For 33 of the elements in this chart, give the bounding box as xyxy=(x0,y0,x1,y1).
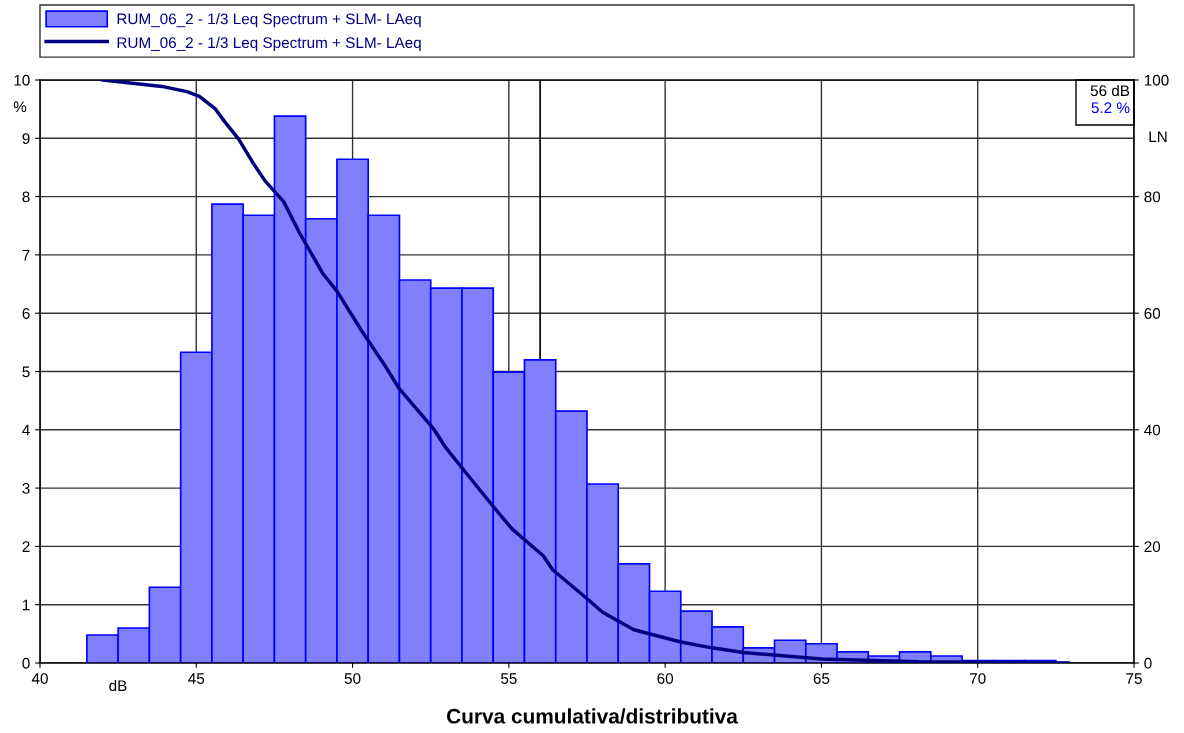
y2-tick-label: 80 xyxy=(1144,191,1161,203)
y-tick-label: 5 xyxy=(22,366,30,378)
y-tick-label: 1 xyxy=(22,599,30,611)
x-tick-label: 60 xyxy=(657,673,674,684)
x-tick-label: 55 xyxy=(500,673,517,684)
annotation: 56 dB xyxy=(1090,84,1130,97)
x-tick-label: 70 xyxy=(970,673,986,684)
y-tick-label: 4 xyxy=(22,424,30,436)
legend-label: RUM_06_2 - 1/3 Leq Spectrum + SLM- LAeq xyxy=(117,13,421,28)
y-tick-label: 0 xyxy=(22,657,30,669)
annotation: 5.2 % xyxy=(1091,102,1130,114)
legend-label: RUM_06_2 - 1/3 Leq Spectrum + SLM- LAeq xyxy=(117,36,421,52)
y2-tick-label: 20 xyxy=(1144,541,1161,553)
y2-tick-label: 60 xyxy=(1144,308,1161,319)
y-tick-label: 2 xyxy=(22,541,30,552)
y2-tick-label: 40 xyxy=(1144,424,1161,436)
x-tick-label: 40 xyxy=(31,673,48,684)
x-tick-label: 65 xyxy=(813,673,830,684)
y2-axis-title: LN xyxy=(1149,131,1167,142)
y-axis-title: % xyxy=(13,101,27,113)
y-tick-label: 10 xyxy=(14,74,30,86)
x-tick-label: 45 xyxy=(188,673,205,684)
y-tick-label: 9 xyxy=(22,133,30,144)
y-tick-label: 8 xyxy=(22,191,30,203)
x-tick-label: 75 xyxy=(1126,673,1142,684)
x-tick-label: 50 xyxy=(344,673,361,684)
y2-tick-label: 100 xyxy=(1144,74,1169,86)
text: Curva cumulativa/distributiva xyxy=(446,708,739,724)
y-tick-label: 7 xyxy=(22,249,30,261)
y-tick-label: 3 xyxy=(22,482,30,494)
y2-tick-label: 0 xyxy=(1144,657,1152,669)
y-tick-label: 6 xyxy=(22,308,30,319)
x-axis-title: dB xyxy=(109,679,127,692)
